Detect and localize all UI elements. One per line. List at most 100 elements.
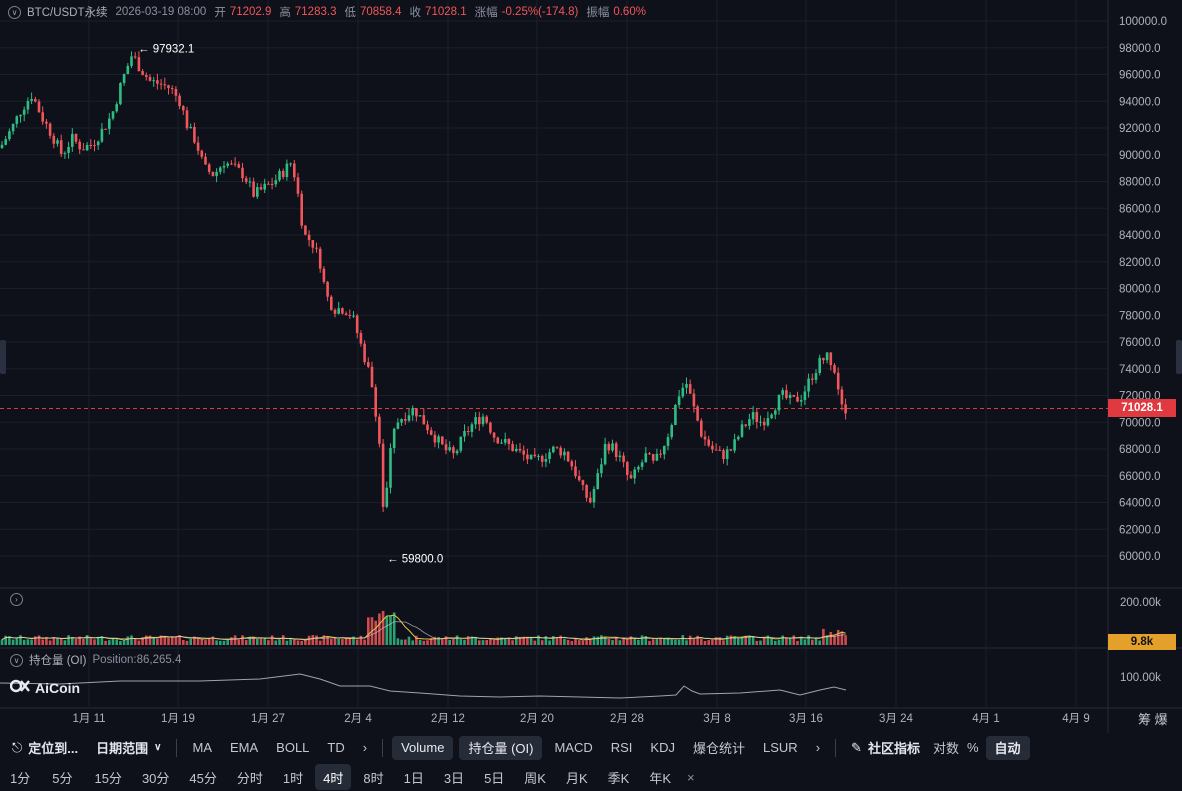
volume-bar: [337, 638, 340, 645]
candle-body: [104, 128, 107, 130]
timeframe-1m[interactable]: 1分: [10, 770, 31, 786]
sub-indicator-oi[interactable]: 持仓量 (OI): [459, 735, 543, 760]
volume-bar: [185, 640, 189, 645]
percent-scale-toggle[interactable]: %: [966, 740, 979, 755]
candle-body: [637, 466, 640, 470]
date-range-button[interactable]: 日期范围 ∨: [87, 736, 170, 760]
volume-bar: [799, 636, 803, 645]
volume-bar: [230, 637, 233, 645]
volume-bar: [703, 640, 707, 645]
indicator-td[interactable]: TD: [327, 740, 345, 755]
timeframe-8h[interactable]: 8时: [363, 770, 384, 786]
candle-body: [703, 436, 707, 440]
volume-bar: [355, 639, 359, 645]
volume-bar: [733, 636, 736, 645]
timeframe-year[interactable]: 年K: [649, 770, 671, 786]
candle-body: [341, 308, 344, 314]
sub-indicator-kdj[interactable]: KDJ: [650, 740, 675, 755]
volume-bar: [785, 637, 788, 645]
sub-indicator-macd[interactable]: MACD: [554, 740, 593, 755]
candle-body: [574, 466, 577, 477]
volume-bar: [11, 639, 15, 645]
candle-body: [411, 408, 414, 416]
community-indicators-button[interactable]: ✎ 社区指标: [842, 736, 929, 760]
volume-bar: [304, 639, 307, 645]
timeframe-30m[interactable]: 30分: [141, 770, 170, 786]
volume-bar: [26, 639, 30, 645]
timeframe-1d[interactable]: 1日: [403, 770, 424, 786]
timeframe-5d[interactable]: 5日: [484, 770, 505, 786]
timeframe-month[interactable]: 月K: [565, 770, 588, 786]
symbol-name[interactable]: BTC/USDT永续: [27, 7, 108, 19]
date-tick-label: 2月 20: [520, 713, 554, 725]
candle-body: [359, 333, 363, 344]
candle-body: [348, 314, 352, 316]
candle-body: [618, 455, 622, 458]
candle-body: [152, 80, 155, 82]
volume-bar: [836, 629, 840, 645]
locate-button[interactable]: ⎋ 定位到...: [0, 736, 87, 760]
candle-body: [126, 65, 130, 75]
candle-body: [385, 487, 389, 507]
divider: [835, 738, 837, 757]
high-label: 高: [279, 7, 291, 19]
chevron-down-icon[interactable]: ∨: [8, 5, 21, 19]
candle-body: [833, 365, 836, 373]
candle-body: [589, 497, 592, 503]
timeframe-45m[interactable]: 45分: [189, 770, 217, 786]
timeframe-1h[interactable]: 1时: [282, 770, 304, 786]
timeframe-week[interactable]: 周K: [524, 770, 546, 786]
timeframe-quarter[interactable]: 季K: [607, 770, 630, 786]
sub-indicator-lsur[interactable]: LSUR: [763, 740, 798, 755]
auto-scale-toggle[interactable]: 自动: [985, 735, 1030, 760]
indicator-ema[interactable]: EMA: [229, 740, 259, 755]
volume-panel-toggle[interactable]: ›: [10, 591, 23, 606]
volume-bar: [637, 639, 640, 645]
locate-label: 定位到...: [28, 741, 79, 756]
close-icon[interactable]: ×: [686, 769, 695, 785]
indicator-boll[interactable]: BOLL: [276, 740, 310, 755]
timeframe-timeshare[interactable]: 分时: [236, 770, 263, 786]
sub-indicator-rsi[interactable]: RSI: [610, 740, 633, 755]
volume-bar: [796, 640, 799, 645]
oi-line: [0, 673, 847, 699]
axes-group: 100000.0 98000.0 96000.0 94000.0 92000.0 9000…: [72, 16, 1167, 727]
timeframe-5m[interactable]: 5分: [52, 770, 73, 786]
timeframe-4h[interactable]: 4时: [315, 764, 352, 790]
timeframe-15m[interactable]: 15分: [94, 770, 122, 786]
volume-bar: [666, 637, 670, 645]
candle-body: [626, 462, 629, 475]
chevron-down-icon[interactable]: ∨: [10, 653, 23, 667]
chevron-right-icon[interactable]: ›: [815, 740, 821, 755]
indicator-ma[interactable]: MA: [192, 740, 212, 755]
chevron-right-icon[interactable]: ›: [362, 740, 368, 755]
candle-body: [459, 436, 463, 451]
volume-bar: [252, 636, 255, 645]
volume-bar: [700, 639, 703, 645]
candle-body: [788, 395, 792, 399]
sub-indicator-liquidation[interactable]: 爆仓统计: [692, 741, 745, 756]
volume-bar: [540, 640, 544, 645]
volume-bar: [722, 640, 725, 645]
volume-bar: [52, 637, 56, 645]
left-panel-handle[interactable]: [0, 340, 6, 374]
price-tick-label: 62000.0: [1119, 524, 1161, 536]
volume-bar: [714, 637, 718, 645]
chevron-right-icon[interactable]: ›: [10, 593, 23, 606]
candle-body: [792, 395, 796, 397]
candle-body: [478, 417, 481, 425]
log-scale-toggle[interactable]: 对数: [932, 741, 959, 756]
price-tick-label: 88000.0: [1119, 177, 1161, 189]
candle-body: [722, 450, 725, 460]
right-panel-handle[interactable]: [1176, 340, 1182, 374]
sub-indicator-volume[interactable]: Volume: [392, 735, 454, 760]
candle-body: [26, 101, 30, 110]
volume-bar: [526, 636, 529, 645]
volume-bar: [618, 640, 622, 645]
chart-canvas[interactable]: 100000.0 98000.0 96000.0 94000.0 92000.0 9000…: [0, 0, 1182, 733]
volume-bar: [555, 637, 559, 645]
timeframe-3d[interactable]: 3日: [443, 770, 465, 786]
candle-body: [481, 416, 485, 425]
volume-bar: [459, 639, 463, 645]
candle-body: [592, 489, 596, 503]
